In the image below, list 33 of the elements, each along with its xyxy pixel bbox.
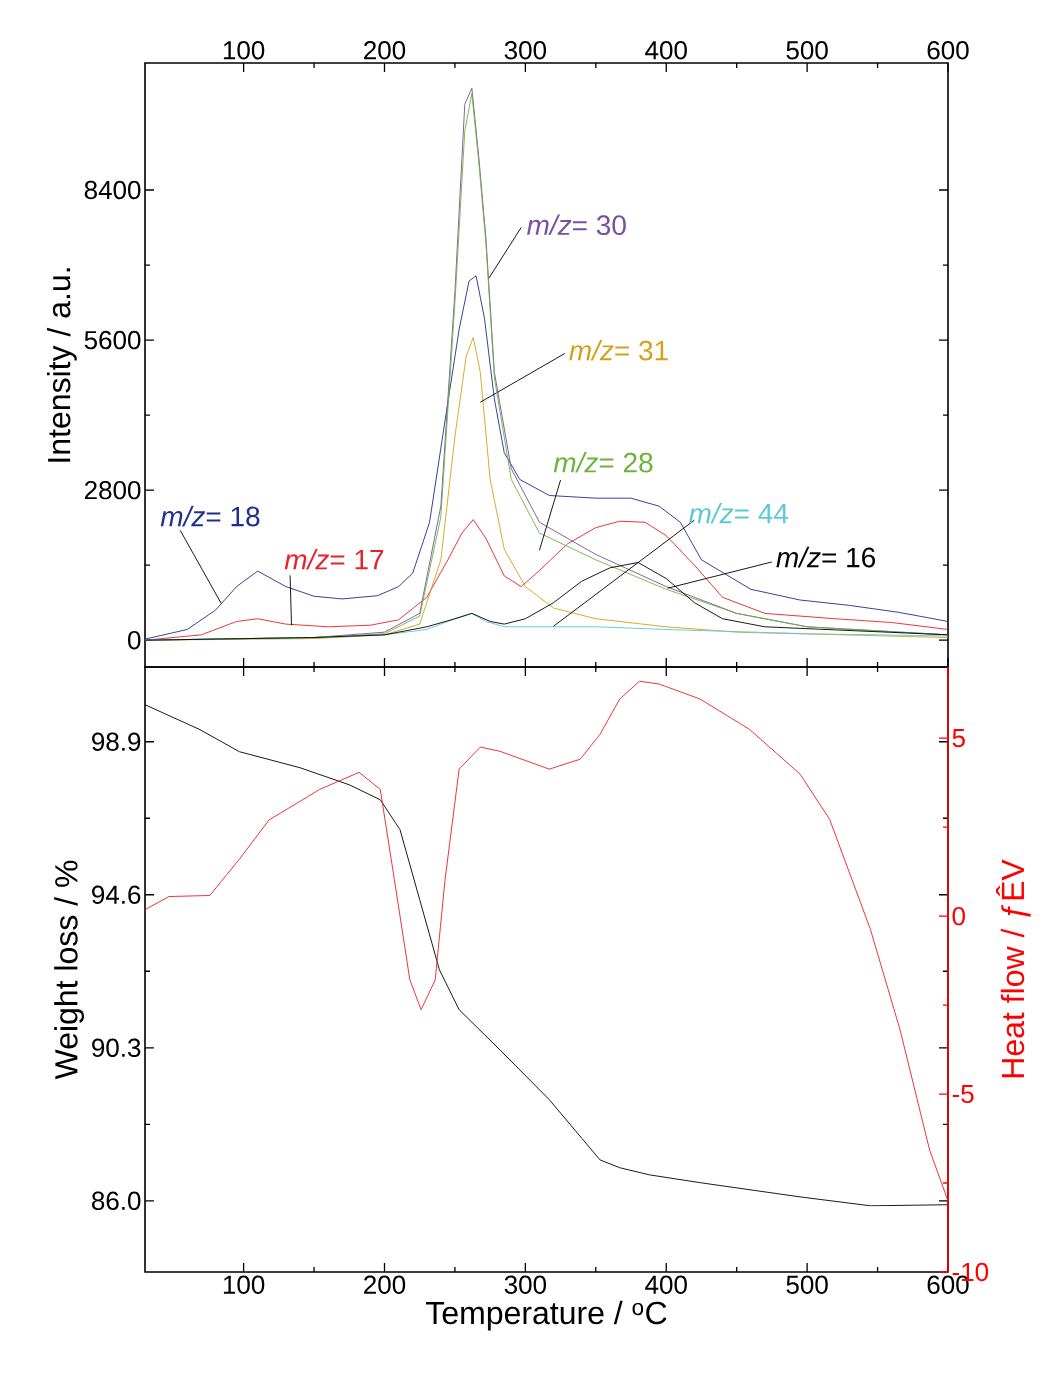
y-axis-title: Weight loss / % <box>54 860 84 1080</box>
y-tick-label: 86.0 <box>91 1191 141 1211</box>
y2-tick-label: 5 <box>952 729 965 748</box>
x-tick-label: 300 <box>504 1275 547 1294</box>
x-tick-label: 100 <box>223 41 265 60</box>
y-tick-label: 90.3 <box>92 1038 141 1057</box>
series-label: m/z= 17 <box>284 549 384 570</box>
y-tick-label: 94.6 <box>92 885 141 904</box>
y2-axis-title: Heat flow / ƒÊV <box>995 859 1031 1078</box>
x-tick-label: 600 <box>927 41 969 60</box>
x-axis-title: Temperature / $^{o}$C <box>426 1300 667 1331</box>
y-tick-label: 0 <box>128 630 141 650</box>
x-tick-label: 500 <box>786 41 828 60</box>
x-tick-label: 500 <box>786 1275 828 1294</box>
y-tick-label: 8400 <box>84 180 141 200</box>
x-tick-label: 200 <box>364 1275 406 1294</box>
y-axis-title: Intensity / a.u. <box>46 268 77 462</box>
text: m/z= 31 <box>569 339 668 361</box>
x-tick-label: 400 <box>645 1275 687 1294</box>
y-tick-label: 98.9 <box>92 732 141 751</box>
x-tick-label: 200 <box>364 41 406 60</box>
series-label: m/z= 28 <box>553 452 653 473</box>
y2-tick-label: -5 <box>952 1084 974 1104</box>
x-tick-label: 400 <box>645 41 687 60</box>
x-tick-label: 300 <box>504 41 547 60</box>
y-tick-label: 2800 <box>84 480 141 500</box>
legend-label: m/z= 16 <box>776 546 876 568</box>
y-tick-label: 5600 <box>84 330 141 350</box>
text: m/z= 44 <box>689 502 789 524</box>
series-label: m/z= 30 <box>527 214 626 236</box>
y2-tick-label: 0 <box>952 906 965 926</box>
x-tick-label: 100 <box>223 1275 265 1294</box>
series-label: m/z= 18 <box>160 505 260 527</box>
